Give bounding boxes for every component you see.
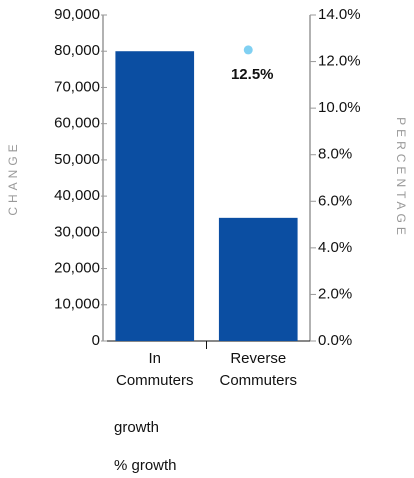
legend-label: % growth — [114, 457, 177, 474]
y-tick-label: 60,000 — [54, 115, 100, 132]
y2-tick-label: 0.0% — [318, 332, 352, 349]
y-tick-label: 80,000 — [54, 42, 100, 59]
y2-tick-label: 8.0% — [318, 146, 352, 163]
y-tick-label: 30,000 — [54, 223, 100, 240]
bar — [115, 51, 195, 341]
y-tick-label: 40,000 — [54, 187, 100, 204]
data-label: 12.5% — [231, 66, 274, 83]
y2-axis-title: PERCENTAGE — [394, 117, 408, 239]
y-tick-label: 50,000 — [54, 151, 100, 168]
x-tick-label: Reverse Commuters — [219, 350, 297, 389]
point — [243, 45, 253, 55]
y2-tick-label: 10.0% — [318, 99, 361, 116]
y-tick-label: 0 — [92, 332, 100, 349]
y-tick-label: 20,000 — [54, 260, 100, 277]
bar — [218, 217, 298, 341]
y-tick-label: 90,000 — [54, 6, 100, 23]
y2-tick-label: 2.0% — [318, 285, 352, 302]
x-tick-label: In Commuters — [116, 350, 194, 389]
y2-tick-label: 12.0% — [318, 53, 361, 70]
y-tick-label: 10,000 — [54, 296, 100, 313]
y-axis-title: CHANGE — [6, 140, 20, 215]
y2-tick-label: 4.0% — [318, 239, 352, 256]
y-tick-label: 70,000 — [54, 78, 100, 95]
y2-tick-label: 6.0% — [318, 192, 352, 209]
legend-label: growth — [114, 419, 159, 436]
y2-tick-label: 14.0% — [318, 6, 361, 23]
